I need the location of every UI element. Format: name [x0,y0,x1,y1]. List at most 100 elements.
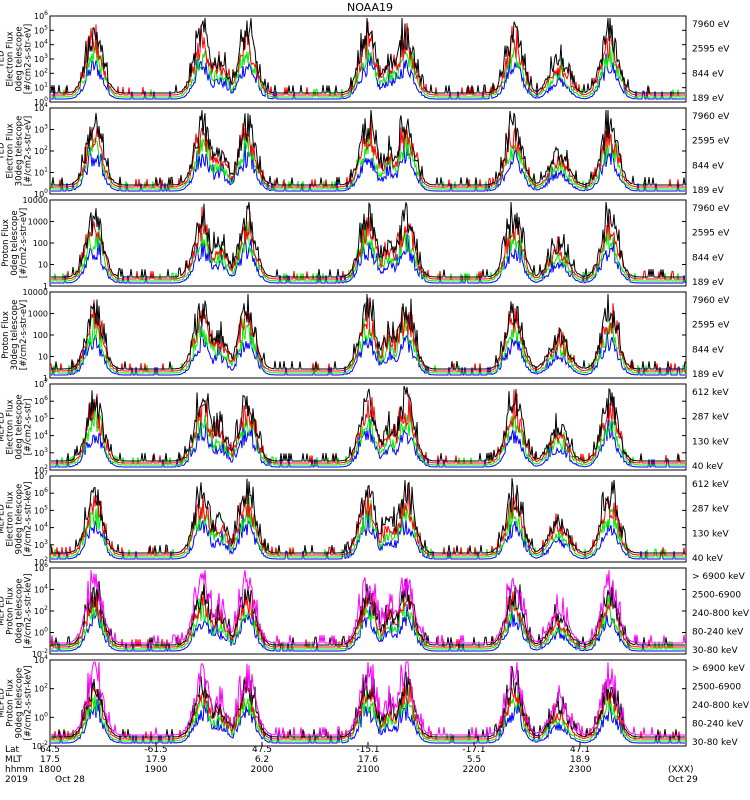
legend-entry: 40 keV [692,462,724,472]
series-line-green [51,221,685,282]
y-tick-label: 103 [34,124,48,135]
y-tick-label: 102 [34,683,48,694]
x-mlt-label: 5.5 [467,755,481,765]
series-line-black [50,17,685,94]
y-tick-label: 107 [34,378,48,389]
series-line-blue [51,49,685,100]
row-label-year: 2019 [5,775,28,785]
series-line-green [50,127,685,190]
legend-entry: 189 eV [692,278,725,288]
series-line-blue [51,418,685,468]
y-tick-label: 102 [34,464,48,475]
y-axis-label: MEPED Electron Flux 90deg telescope [#/cm2-… [0,482,34,557]
series-line-green [51,311,686,374]
legend-entry: 844 eV [692,69,725,79]
x-lat-label: -15.1 [356,745,379,755]
y-tick-label: 10000 [23,288,48,297]
y-axis-label-line: 90deg telescope [15,484,25,555]
legend-entry: 2595 eV [692,45,730,55]
x-mlt-label: 17.6 [358,755,378,765]
panel-frame [49,475,687,563]
legend-entry: 7960 eV [692,204,730,214]
panel-4: 1 10 100 1000 10000 Proton Flux 30deg telescop… [1,288,730,383]
y-axis-label-line: Electron Flux [6,31,16,86]
y-tick-label: 10-2 [32,740,48,751]
series-line-green [51,592,685,650]
legend-entry: 7960 eV [692,296,730,306]
legend-entry: 80-240 keV [692,720,744,730]
y-tick-label: 100 [34,96,48,107]
legend-entry: 30-80 keV [692,646,738,656]
series-line-green [51,496,685,558]
y-tick-label: 10 [38,353,48,362]
series-line-red [51,21,685,96]
panel-3: 1 10 100 1000 10000 Proton Flux 0deg telescope… [1,196,730,291]
end-date-top: (XXX) [668,765,694,775]
y-axis-label-line: [#/cm2-s-str-keV] [24,574,34,649]
legend-entry: 287 keV [692,505,729,515]
series-line-black [50,477,685,554]
legend-entry: 7960 eV [692,112,730,122]
traces [50,109,686,192]
y-tick-label: 102 [34,145,48,156]
legend-entry: 189 eV [692,94,725,104]
y-axis-label-line: [#/cm2-s-str-eV] [19,208,29,278]
legend-entry: > 6900 keV [692,664,746,674]
y-axis-label-line: MEPED [0,504,7,534]
y-axis-label-line: [#/cm2-s-str] [24,399,34,456]
series-line-black [51,201,685,278]
legend-entry: 844 eV [692,345,725,355]
x-lat-label: 47.5 [252,745,272,755]
series-line-magenta [50,569,686,644]
y-tick-label: 10-2 [32,648,48,659]
x-hhmm-label: 2100 [357,765,380,775]
y-tick-label: 103 [34,539,48,550]
y-tick-label: 101 [34,82,48,93]
legend-entry: 80-240 keV [692,628,744,638]
series-line-black [51,385,685,462]
y-tick-label: 100 [33,239,48,248]
series-line-blue [51,510,685,560]
y-axis-label-line: Proton Flux [1,311,11,359]
legend-entry: 189 eV [692,370,725,380]
y-axis-label: TED Electron Flux 0deg telescope [#/cm2-s-s… [0,24,34,94]
y-tick-label: 106 [34,395,48,406]
y-tick-label: 104 [34,584,48,595]
legend-entry: 2595 eV [692,321,730,331]
series-line-green [51,685,685,742]
y-axis-label-line: 0deg telescope [15,578,25,643]
y-tick-label: 1 [43,374,48,383]
y-axis-label-line: MEPED [0,596,7,626]
x-lat-label: -17.1 [462,745,485,755]
y-axis-label-line: [#/cm2-s-str-eV] [19,300,29,370]
series-line-red [51,389,685,464]
legend-entry: 287 keV [692,413,729,423]
x-hhmm-label: 1800 [39,765,62,775]
x-hhmm-label: 2300 [569,765,592,775]
legend-entry: 612 keV [692,480,729,490]
y-axis-label-line: Electron Flux [6,123,16,178]
y-tick-label: 10 [38,261,48,270]
y-tick-label: 1000 [28,310,48,319]
y-axis-label: Proton Flux 0deg telescope [#/cm2-s-str-eV… [1,208,29,278]
x-hhmm-label: 1900 [145,765,168,775]
y-tick-label: 105 [34,24,48,35]
x-hhmm-label: 2000 [251,765,274,775]
row-label-mlt: MLT [5,755,23,765]
y-axis-label-line: Proton Flux [6,679,16,727]
series-line-red [50,298,685,372]
series-line-blue [51,325,685,376]
y-tick-label: 103 [34,447,48,458]
y-axis-label-line: Electron Flux [6,399,16,454]
legend-entry: 130 keV [692,529,729,539]
series-line-magenta [51,661,685,736]
series-line-black [51,109,686,186]
y-axis-label-line: MEPED [0,688,7,718]
series-line-black [51,578,685,646]
legend-entry: 40 keV [692,554,724,564]
